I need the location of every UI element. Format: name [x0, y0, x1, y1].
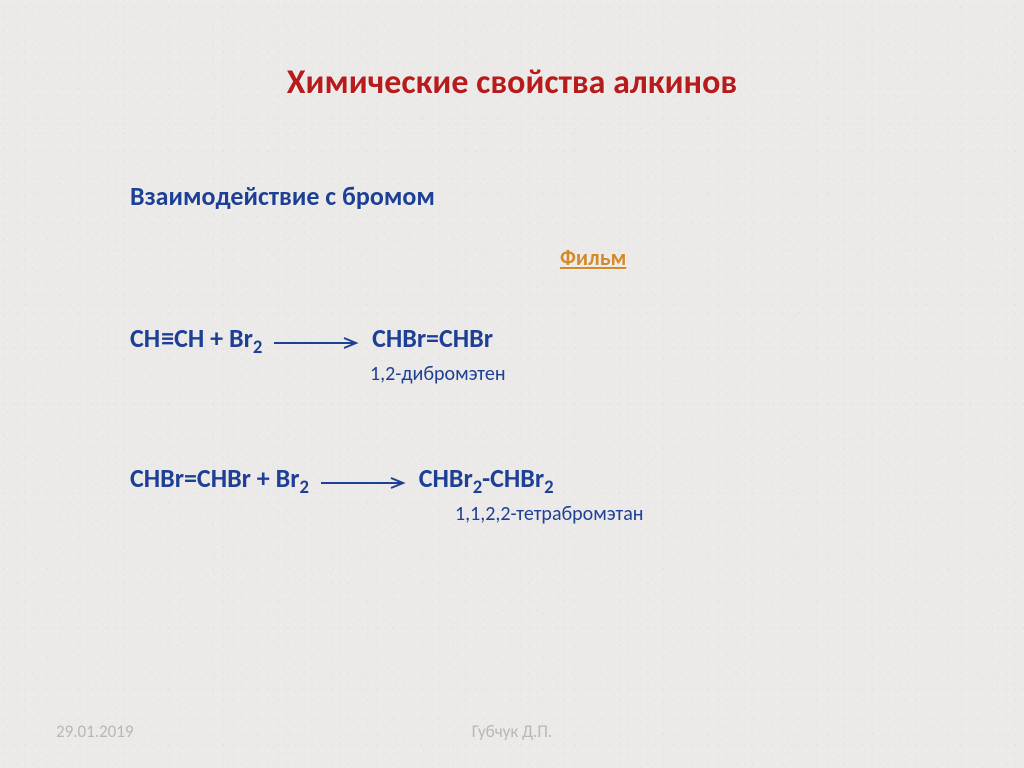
reaction-1-caption: 1,2-дибромэтен [370, 362, 506, 386]
reaction-arrow-icon [274, 325, 362, 357]
reaction-2: CHBr=CHBr + Br2 CHBr2-CHBr2 [130, 462, 554, 497]
footer-author: Губчук Д.П. [0, 721, 1024, 742]
film-link[interactable]: Фильм [560, 244, 626, 271]
r1-lhs-b-sub: 2 [253, 336, 262, 359]
r2-rhs-a-sub: 2 [473, 476, 482, 499]
arrow-svg [321, 476, 409, 490]
triple-bond-icon: ≡ [160, 322, 174, 354]
reaction-1: CH≡CH + Br2 CHBr=CHBr [130, 322, 493, 357]
slide: Химические свойства алкинов Взаимодейств… [0, 0, 1024, 768]
r2-rhs-b: CHBr [490, 462, 544, 494]
r2-lhs-sub: 2 [299, 476, 308, 499]
r1-lhs-b: CH + Br [174, 322, 253, 354]
r2-rhs-a: CHBr [419, 462, 473, 494]
r2-lhs: CHBr=CHBr + Br [130, 462, 299, 494]
reaction-arrow-icon [321, 465, 409, 497]
slide-subheading: Взаимодействие с бромом [130, 180, 435, 212]
r1-lhs-a: CH [130, 322, 160, 354]
r1-rhs: CHBr=CHBr [372, 322, 493, 354]
r2-rhs-b-sub: 2 [544, 476, 553, 499]
arrow-svg [274, 336, 362, 350]
reaction-2-caption: 1,1,2,2-тетрабромэтан [455, 502, 644, 526]
r2-rhs-sep: - [482, 462, 490, 494]
slide-title: Химические свойства алкинов [0, 62, 1024, 103]
